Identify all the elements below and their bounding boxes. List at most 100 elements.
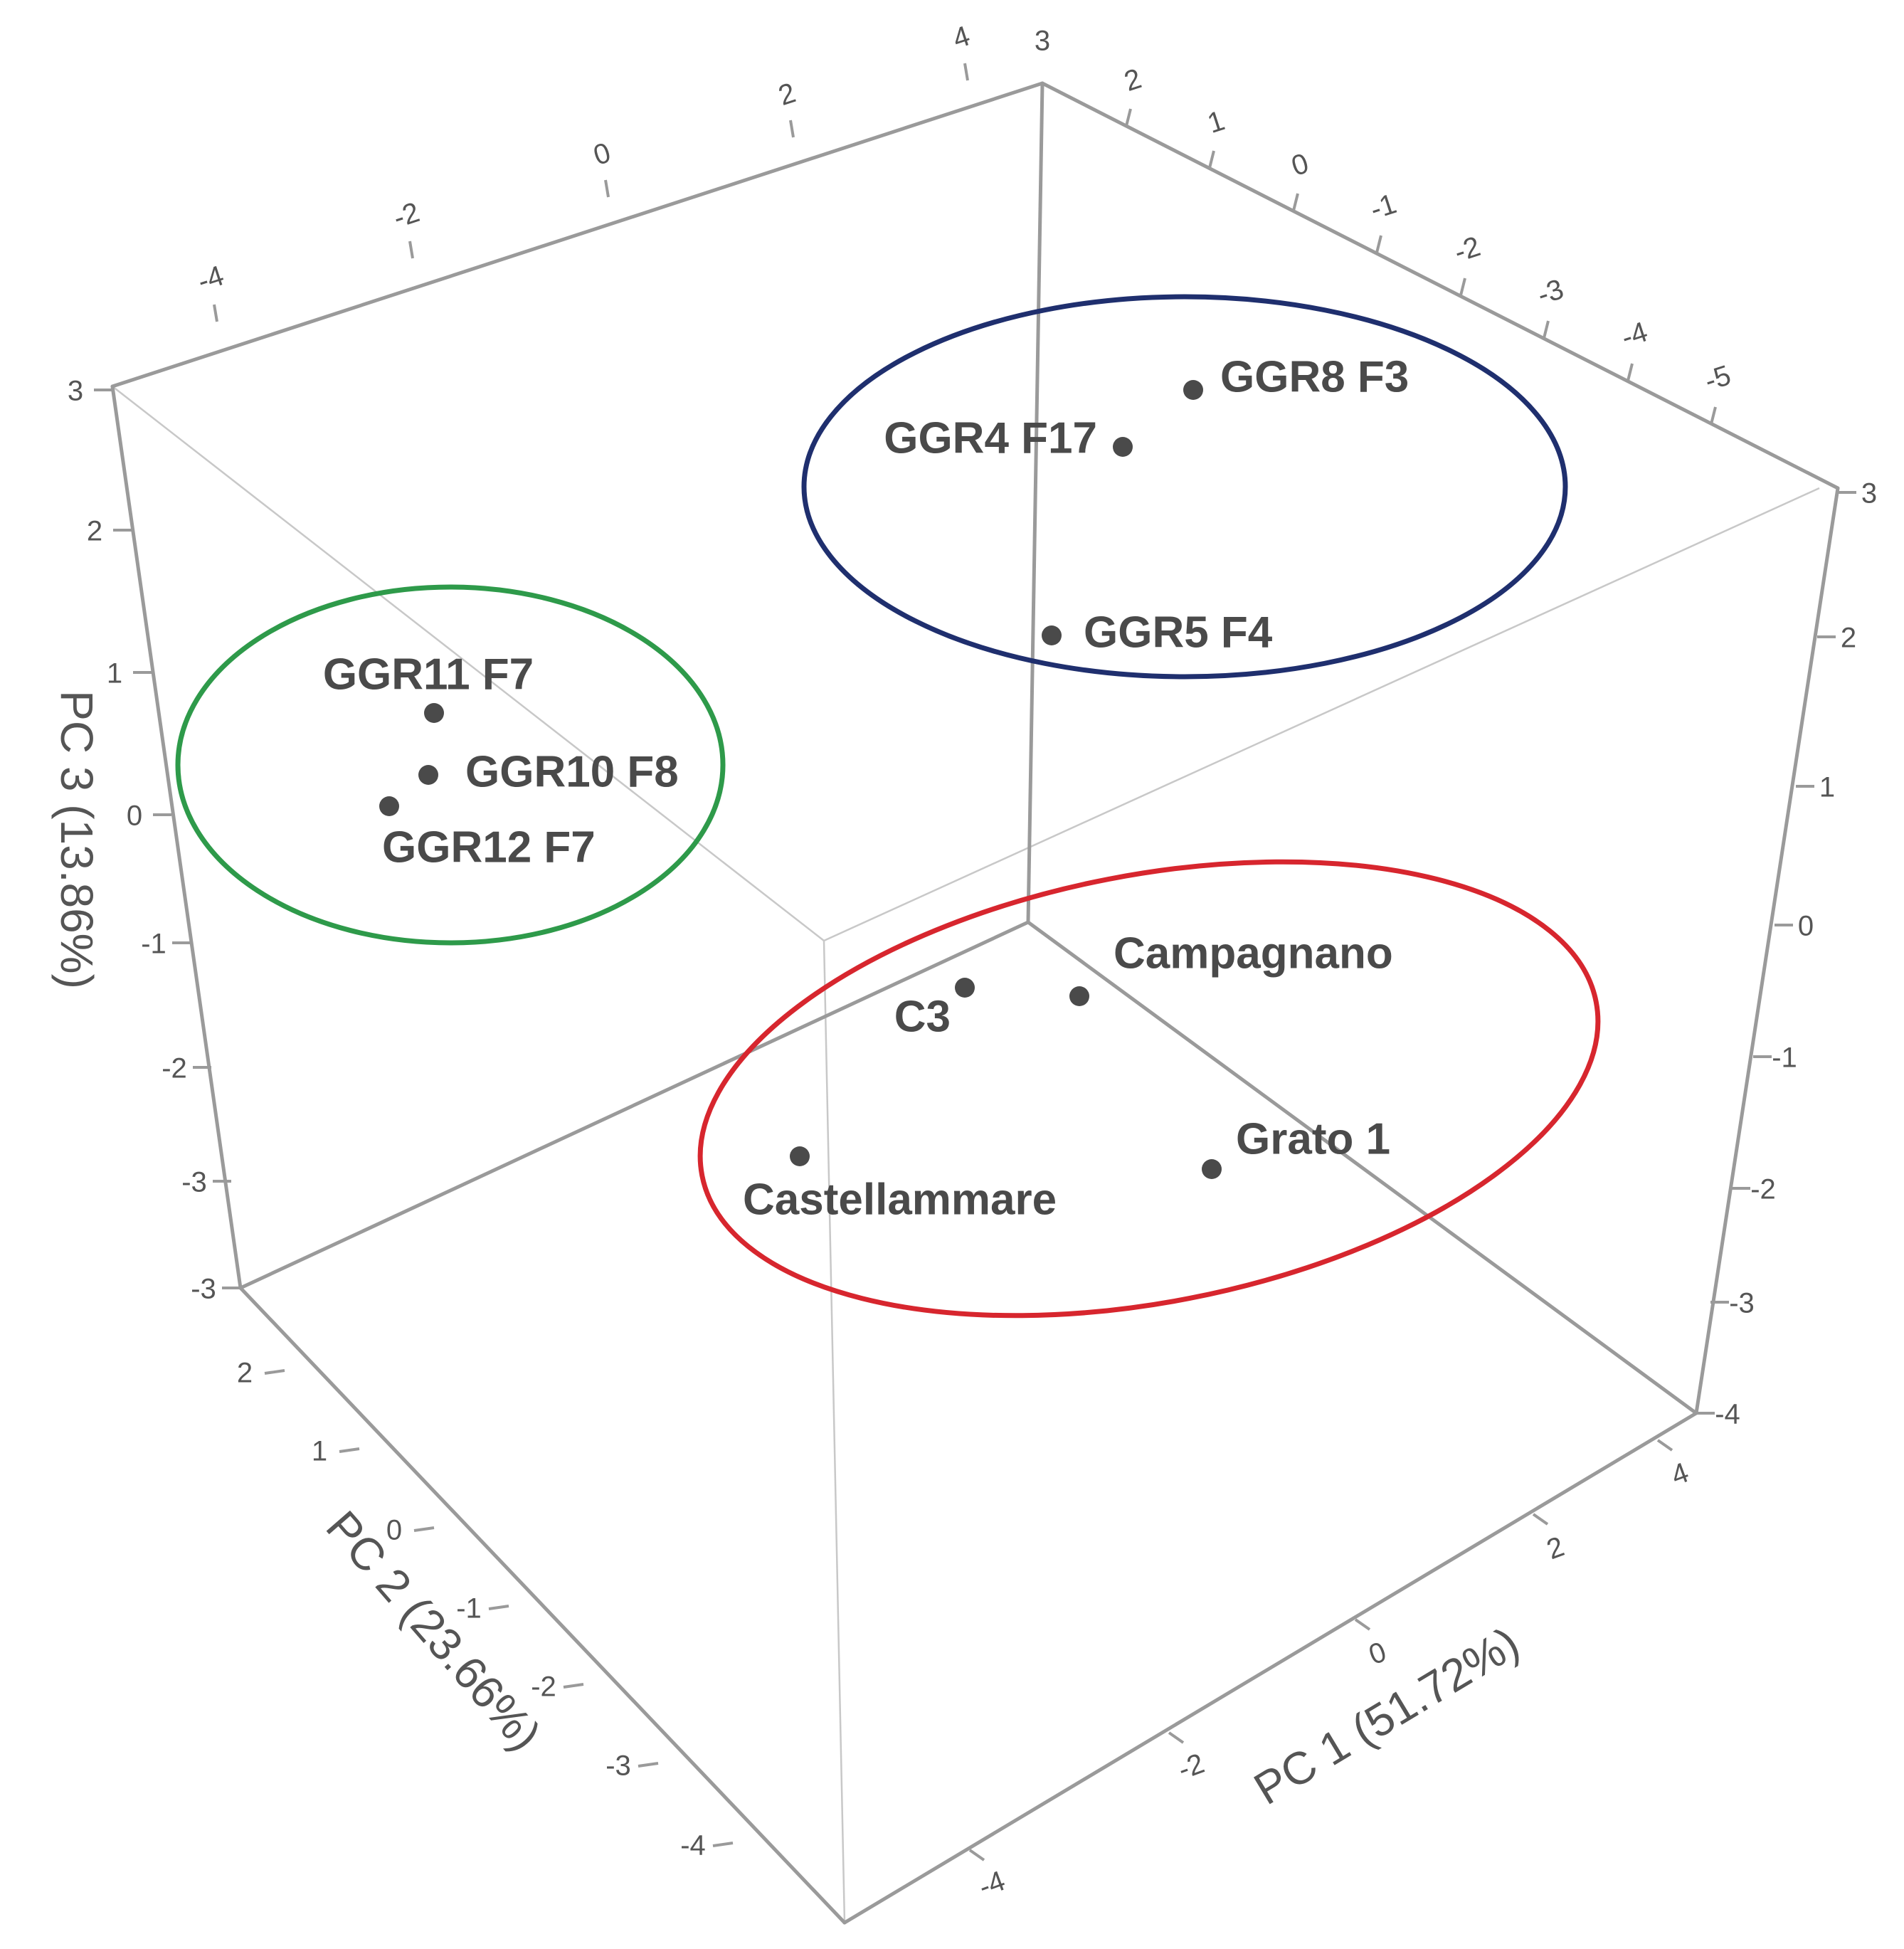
tick-label-top-left: 4 xyxy=(949,20,974,55)
point-ggr8-f3 xyxy=(1183,380,1203,400)
tick-label-left-z: -3 xyxy=(191,1274,216,1305)
tick-label-right-z: 1 xyxy=(1819,772,1835,803)
axis-box xyxy=(110,81,1840,1925)
point-castellammare xyxy=(790,1146,810,1166)
edge-top-left xyxy=(110,81,1044,389)
tick-top-left xyxy=(963,63,969,81)
tick-top-left xyxy=(408,241,414,259)
tick-top-right xyxy=(1627,363,1634,381)
tick-pc1 xyxy=(1354,1618,1371,1631)
tick-pc2 xyxy=(264,1369,285,1375)
group-ellipse-red xyxy=(697,859,1601,1319)
tick-pc2 xyxy=(413,1526,435,1532)
edge-top-right xyxy=(1040,81,1840,490)
point-label-c3: C3 xyxy=(894,992,951,1041)
tick-marks xyxy=(94,63,1856,1861)
tick-label-pc2: -1 xyxy=(456,1593,482,1625)
tick-label-right-z: -2 xyxy=(1750,1174,1776,1205)
point-grato-1 xyxy=(1202,1159,1222,1179)
tick-pc2 xyxy=(712,1842,734,1847)
tick-pc1 xyxy=(1532,1513,1549,1526)
inner-edge-right-diagonal xyxy=(823,487,1820,942)
point-label-ggr10-f8: GGR10 F8 xyxy=(465,747,679,796)
tick-label-top-right: -5 xyxy=(1701,359,1735,397)
tick-top-right xyxy=(1208,150,1215,169)
group-ellipse-blue xyxy=(801,294,1568,680)
tick-label-pc2: -3 xyxy=(605,1750,631,1782)
tick-label-left-z: -3 xyxy=(181,1167,207,1198)
tick-label-top-right: -3 xyxy=(1534,273,1567,311)
tick-label-top-left: 0 xyxy=(590,137,615,171)
tick-label-top-right: 1 xyxy=(1204,105,1229,139)
tick-label-right-z: -3 xyxy=(1729,1288,1755,1319)
point-campagnano xyxy=(1069,986,1089,1006)
tick-top-left xyxy=(213,304,218,322)
point-label-castellammare: Castellammare xyxy=(743,1175,1057,1224)
tick-top-right xyxy=(1459,278,1466,296)
tick-labels: -4 -2 0 2 4 3 2 1 0 -1 -2 -3 -4 -5 3 2 1 0 -1 -2 -3 -3 3 2 1 0 -1 -… xyxy=(68,20,1877,1903)
tick-label-right-z: 2 xyxy=(1841,623,1856,654)
point-label-ggr4-f17: GGR4 F17 xyxy=(884,413,1097,463)
tick-pc2 xyxy=(563,1683,584,1689)
point-label-grato-1: Grato 1 xyxy=(1236,1114,1390,1163)
axis-label-pc1: PC 1 (51.72%) xyxy=(1245,1617,1528,1815)
tick-label-right-z: 3 xyxy=(1861,478,1877,509)
point-ggr4-f17 xyxy=(1113,437,1133,457)
tick-label-pc2: -4 xyxy=(680,1830,706,1861)
tick-top-right xyxy=(1292,193,1299,211)
point-ggr12-f7 xyxy=(379,796,399,816)
tick-top-right xyxy=(1375,235,1382,253)
axis-label-pc3: PC 3 (13.86%) xyxy=(51,690,102,989)
tick-pc2 xyxy=(339,1447,360,1453)
tick-label-pc1: -2 xyxy=(1174,1748,1208,1786)
tick-label-top-left: -4 xyxy=(194,260,228,297)
tick-label-top-right: 0 xyxy=(1288,147,1313,182)
edge-back-vertical xyxy=(1026,81,1044,924)
tick-label-right-z: -4 xyxy=(1715,1399,1740,1430)
tick-label-top-left: -2 xyxy=(390,196,423,234)
tick-top-right xyxy=(1710,406,1717,425)
tick-top-right xyxy=(1543,320,1550,339)
tick-top-right xyxy=(1125,108,1132,127)
tick-label-left-z: 0 xyxy=(127,801,142,832)
group-ellipses xyxy=(175,294,1601,1319)
edge-floor-left xyxy=(238,920,1030,1290)
point-label-ggr5-f4: GGR5 F4 xyxy=(1084,608,1273,657)
tick-pc2 xyxy=(488,1605,509,1610)
tick-label-top-right: -1 xyxy=(1367,188,1400,226)
inner-edge-vertical xyxy=(823,940,846,1923)
tick-label-right-z: 0 xyxy=(1798,911,1814,942)
tick-pc1 xyxy=(1656,1439,1673,1452)
point-ggr10-f8 xyxy=(418,765,438,785)
edge-bottom-right xyxy=(842,1411,1698,1925)
tick-label-pc1: 4 xyxy=(1667,1457,1693,1491)
tick-label-left-z: -2 xyxy=(162,1053,187,1084)
point-label-ggr12-f7: GGR12 F7 xyxy=(382,823,596,872)
edge-bottom-left xyxy=(238,1286,847,1925)
tick-label-pc1: 0 xyxy=(1365,1636,1390,1671)
tick-pc2 xyxy=(638,1762,659,1768)
tick-pc1 xyxy=(968,1849,985,1861)
tick-label-pc2: 2 xyxy=(237,1358,253,1389)
tick-label-pc2: 0 xyxy=(386,1515,402,1546)
tick-label-pc2: 1 xyxy=(312,1436,327,1467)
data-points: GGR8 F3 GGR4 F17 GGR5 F4 GGR11 F7 GGR10 F8 GG… xyxy=(323,352,1409,1224)
tick-label-right-z: -1 xyxy=(1772,1042,1797,1074)
tick-label-left-z: 3 xyxy=(68,376,83,407)
tick-label-top-corner: 3 xyxy=(1035,26,1050,57)
tick-top-left xyxy=(789,120,795,138)
group-ellipse-green xyxy=(175,584,726,946)
tick-label-pc1: 2 xyxy=(1543,1531,1568,1565)
tick-label-top-right: -2 xyxy=(1451,231,1484,268)
tick-label-left-z: -1 xyxy=(141,929,166,960)
tick-top-left xyxy=(604,179,610,198)
tick-label-top-right: -4 xyxy=(1618,316,1651,354)
tick-label-top-right: 2 xyxy=(1121,63,1146,97)
point-ggr5-f4 xyxy=(1042,625,1062,645)
tick-pc1 xyxy=(1168,1731,1185,1744)
point-label-ggr8-f3: GGR8 F3 xyxy=(1220,352,1409,401)
edge-left-vertical xyxy=(110,384,243,1290)
inner-edge-left-diagonal xyxy=(112,386,825,941)
